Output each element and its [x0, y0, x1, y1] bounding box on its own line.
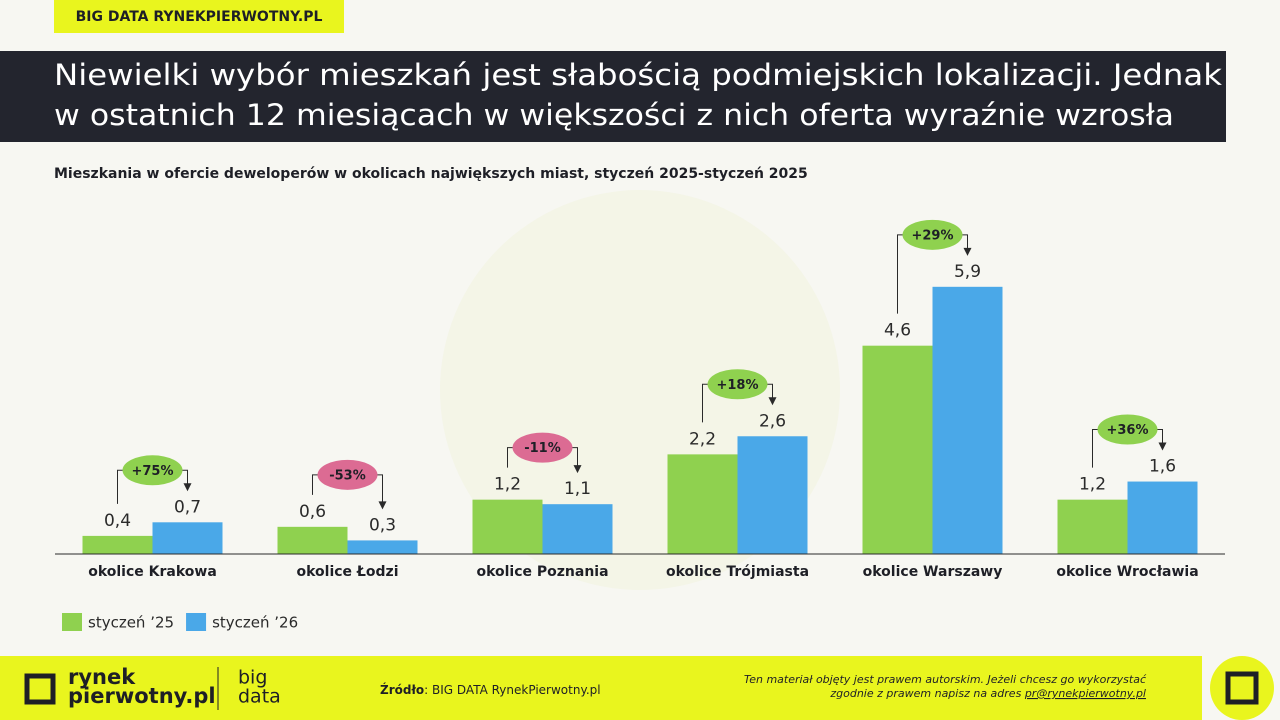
notice-text: zgodnie z prawem napisz na adres [829, 687, 1021, 700]
legend-label: styczeń ’25 [88, 614, 174, 632]
bar [862, 345, 933, 554]
change-label: -11% [524, 441, 561, 456]
change-badge [317, 459, 378, 490]
change-badge [1097, 414, 1158, 445]
value-label: 2,6 [759, 411, 786, 431]
value-label: 0,3 [369, 515, 396, 535]
legend-swatch [62, 613, 82, 631]
bar [1127, 481, 1198, 554]
title-line: w ostatnich 12 miesiącach w większości z… [54, 98, 1174, 132]
badge-logo [1210, 656, 1274, 720]
bar [347, 540, 418, 554]
legend-swatch [186, 613, 207, 631]
bar [472, 499, 543, 554]
bar [542, 504, 613, 554]
arrow-head [1158, 442, 1167, 451]
bar [932, 286, 1003, 554]
value-label: 0,7 [174, 497, 201, 517]
x-tick-label: okolice Krakowa [88, 564, 217, 580]
title-line: Niewielki wybór mieszkań jest słabością … [54, 58, 1222, 92]
change-label: +36% [1106, 423, 1148, 438]
source-label: Źródło [380, 682, 424, 697]
badge-logo-icon [1225, 671, 1259, 705]
bar [1057, 499, 1128, 554]
value-label: 0,6 [299, 502, 326, 522]
title-bg [0, 51, 1226, 142]
arrow-head [573, 465, 582, 474]
arrow-head [963, 247, 972, 256]
source-text: : BIG DATA RynekPierwotny.pl [424, 683, 600, 697]
change-badge [707, 369, 768, 400]
change-label: -53% [329, 468, 366, 483]
email[interactable]: pr@rynekpierwotny.pl [1024, 687, 1146, 700]
subtitle: Mieszkania w ofercie deweloperów w okoli… [54, 166, 808, 182]
bar [152, 522, 223, 554]
value-label: 1,2 [494, 475, 521, 495]
x-tick-label: okolice Trójmiasta [666, 564, 809, 580]
notice: Ten materiał objęty jest prawem autorski… [744, 673, 1147, 686]
logo-text: pierwotny.pl [68, 684, 216, 708]
notice: zgodnie z prawem napisz na adres pr@ryne… [829, 687, 1146, 700]
change-label: +18% [716, 378, 758, 393]
source: Źródło: BIG DATA RynekPierwotny.pl [380, 682, 601, 697]
value-label: 2,2 [689, 429, 716, 449]
data-text: data [238, 686, 281, 708]
x-tick-label: okolice Poznania [476, 564, 608, 580]
value-label: 1,6 [1149, 457, 1176, 477]
tag-bg [54, 0, 344, 33]
change-label: +75% [131, 464, 173, 479]
bar [277, 526, 348, 554]
value-label: 4,6 [884, 321, 911, 341]
footer-bg [0, 656, 1202, 720]
legend-label: styczeń ’26 [212, 614, 298, 632]
logo-text: rynek [68, 665, 136, 689]
arrow-head [378, 501, 387, 510]
change-badge [122, 455, 183, 486]
change-badge [902, 219, 963, 250]
change-label: +29% [911, 228, 953, 243]
arrow-head [183, 483, 192, 492]
x-tick-label: okolice Łodzi [296, 564, 398, 580]
arrow-head [768, 397, 777, 406]
logo-icon [24, 673, 56, 705]
value-label: 1,1 [564, 479, 591, 499]
x-tick-label: okolice Wrocławia [1056, 564, 1198, 580]
bar [667, 454, 738, 554]
value-label: 1,2 [1079, 475, 1106, 495]
value-label: 0,4 [104, 511, 131, 531]
tag: BIG DATA RYNEKPIERWOTNY.PL [76, 9, 323, 25]
x-tick-label: okolice Warszawy [863, 564, 1003, 580]
big-text: big [238, 667, 267, 689]
bar [82, 535, 153, 554]
change-badge [512, 432, 573, 463]
value-label: 5,9 [954, 262, 981, 282]
bar [737, 436, 808, 554]
